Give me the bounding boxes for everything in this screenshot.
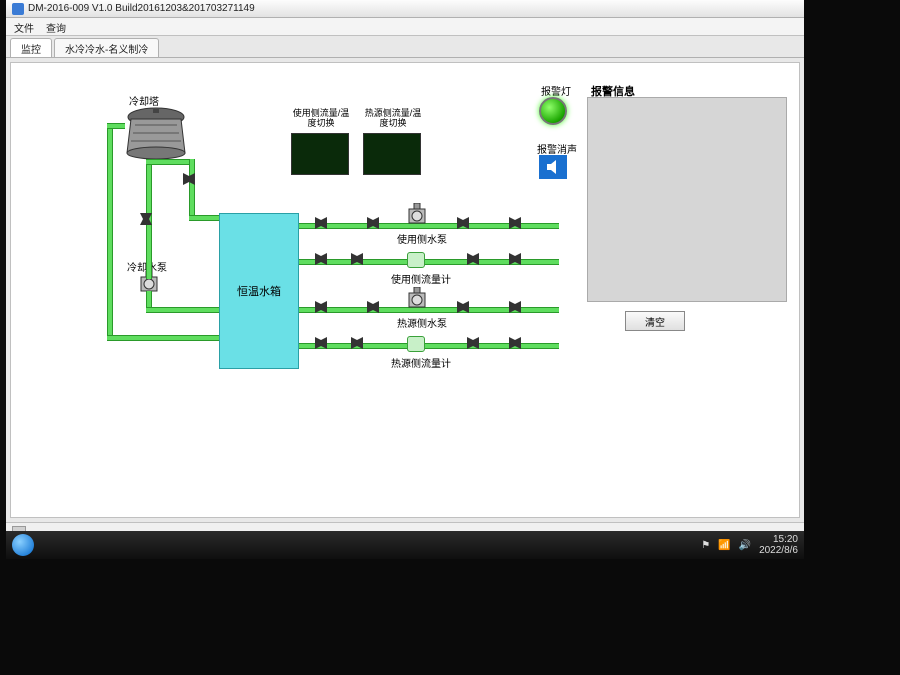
heat-flowmeter-icon [407, 336, 425, 352]
valve-icon [351, 253, 363, 265]
user-pump-icon [407, 203, 427, 225]
start-button[interactable] [12, 534, 34, 556]
valve-icon [367, 217, 379, 229]
pipe [107, 123, 125, 129]
heat-pump-icon [407, 287, 427, 309]
tray-network-icon[interactable]: 📶 [718, 540, 730, 551]
valve-icon [315, 253, 327, 265]
window-title: DM-2016-009 V1.0 Build20161203&201703271… [28, 3, 255, 14]
pipe [189, 215, 219, 221]
pipe [107, 123, 113, 341]
valve-icon [457, 301, 469, 313]
user-pump-label: 使用侧水泵 [397, 231, 447, 246]
app-icon [12, 3, 24, 15]
tab-cooling[interactable]: 水冷冷水-名义制冷 [54, 38, 159, 57]
display2-caption: 热源侧流量/温度切换 [363, 109, 423, 129]
tray-volume-icon[interactable]: 🔊 [739, 540, 751, 551]
valve-icon [351, 337, 363, 349]
process-diagram: 冷却塔 [11, 63, 799, 517]
user-flowmeter-icon [407, 252, 425, 268]
menu-file[interactable]: 文件 [14, 20, 34, 33]
display1[interactable] [291, 133, 349, 175]
valve-icon [509, 253, 521, 265]
valve-icon [367, 301, 379, 313]
valve-icon [509, 337, 521, 349]
alarm-sound-label: 报警消声 [537, 141, 577, 156]
heat-flowmeter-label: 热源侧流量计 [391, 355, 451, 370]
pipe [107, 335, 219, 341]
content-area: 冷却塔 [10, 62, 800, 518]
valve-icon [457, 217, 469, 229]
valve-icon [315, 301, 327, 313]
alarm-light-label: 报警灯 [541, 83, 571, 98]
pipe [146, 159, 182, 165]
valve-icon [315, 217, 327, 229]
cooling-tower-icon [121, 105, 191, 164]
system-tray: ⚑ 📶 🔊 15:20 2022/8/6 [701, 534, 798, 556]
menubar: 文件 查询 [6, 18, 804, 36]
taskbar-clock[interactable]: 15:20 2022/8/6 [759, 534, 798, 556]
valve-icon [467, 253, 479, 265]
window-titlebar: DM-2016-009 V1.0 Build20161203&201703271… [6, 0, 804, 18]
display1-caption: 使用侧流量/温度切换 [291, 109, 351, 129]
pipe [146, 307, 219, 313]
valve-icon [183, 173, 195, 185]
pipe [189, 159, 195, 221]
alarm-info-box [587, 97, 787, 302]
tank-label: 恒温水箱 [229, 283, 289, 299]
tab-monitor[interactable]: 监控 [10, 38, 52, 57]
user-flowmeter-label: 使用侧流量计 [391, 271, 451, 286]
display2[interactable] [363, 133, 421, 175]
tray-flag-icon[interactable]: ⚑ [701, 540, 710, 551]
heat-pump-label: 热源侧水泵 [397, 315, 447, 330]
alarm-light-icon [539, 97, 567, 125]
alarm-mute-button[interactable] [539, 155, 567, 179]
clear-button[interactable]: 清空 [625, 311, 685, 331]
valve-icon [315, 337, 327, 349]
valve-icon [140, 213, 152, 225]
taskbar: ⚑ 📶 🔊 15:20 2022/8/6 [6, 531, 804, 559]
valve-icon [467, 337, 479, 349]
valve-icon [509, 301, 521, 313]
tabstrip: 监控 水冷冷水-名义制冷 [6, 36, 804, 58]
valve-icon [509, 217, 521, 229]
menu-query[interactable]: 查询 [46, 20, 66, 33]
